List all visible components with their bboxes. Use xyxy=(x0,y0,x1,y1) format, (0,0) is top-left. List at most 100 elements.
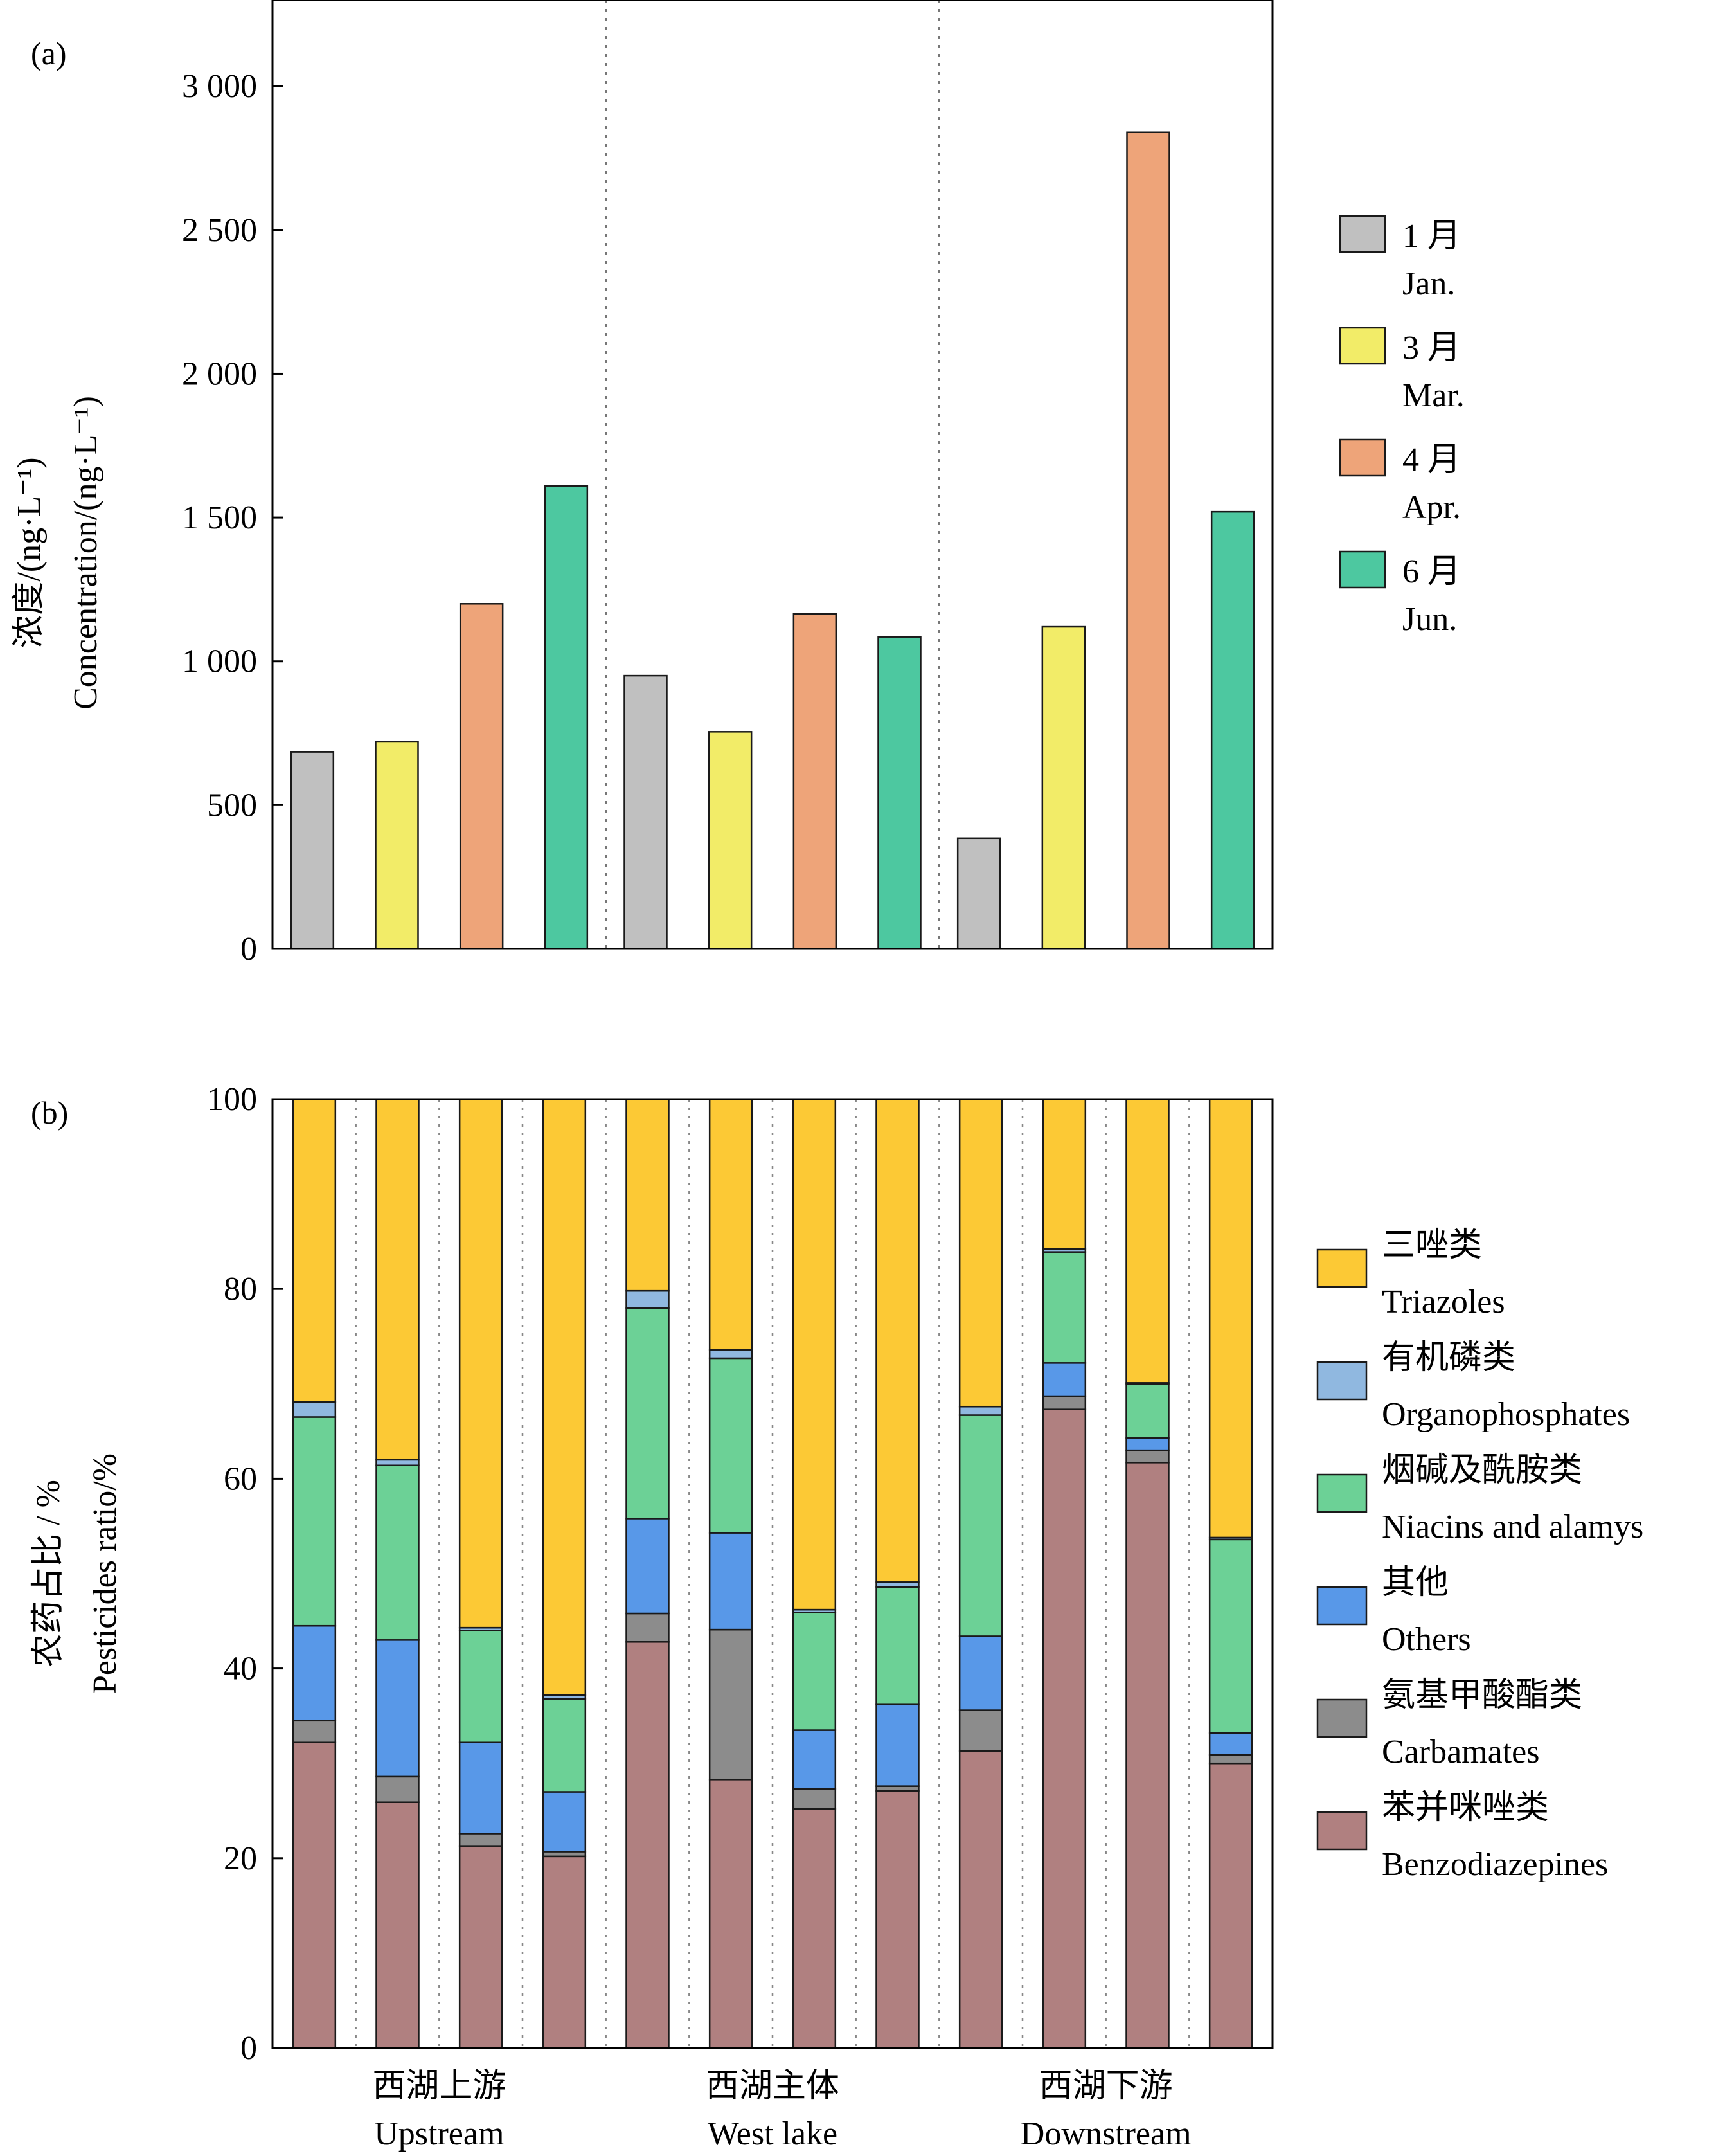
panel-b-bar-segment xyxy=(792,1729,837,1790)
panel-b-legend-label-en: Niacins and alamys xyxy=(1382,1509,1643,1545)
panel-b-bar-segment xyxy=(1042,1362,1087,1397)
panel-b-y-axis-title-en: Pesticides ratio/% xyxy=(87,1453,123,1694)
panel-b-bar-segment xyxy=(625,1289,670,1309)
panel-b-bar-segment xyxy=(1208,1762,1253,2049)
panel-b-y-axis-title-cn: 农药占比 / % xyxy=(30,1480,67,1667)
panel-b-bar-segment xyxy=(792,1788,837,1810)
panel-b-bar-segment xyxy=(958,1709,1003,1752)
panel-b-bar-segment xyxy=(458,1630,503,1743)
panel-b-bar-segment xyxy=(625,1612,670,1643)
panel-a-legend-swatch xyxy=(1339,327,1386,365)
panel-b-bar-segment xyxy=(375,1464,420,1641)
panel-b-bar-segment xyxy=(375,1459,420,1466)
panel-b-bar-segment xyxy=(708,1349,753,1360)
panel-a-concentration-chart: (a) 浓度/(ng·L⁻¹) Concentration/(ng·L⁻¹) 0… xyxy=(11,0,1465,967)
panel-b-bar-segment xyxy=(708,1098,753,1351)
panel-a-legend-label-en: Mar. xyxy=(1402,377,1465,414)
panel-a-legend-swatch xyxy=(1339,438,1386,477)
panel-b-bar-segment xyxy=(375,1801,420,2049)
panel-b-bar-segment xyxy=(1208,1754,1253,1765)
panel-b-bar-segment xyxy=(625,1098,670,1292)
panel-b-bar-segment xyxy=(708,1628,753,1781)
panel-a-y-axis-title-cn: 浓度/(ng·L⁻¹) xyxy=(11,457,48,648)
panel-b-legend-swatch xyxy=(1316,1473,1368,1513)
panel-a-bar xyxy=(375,741,419,950)
panel-b-bar-segment xyxy=(708,1357,753,1534)
panel-a-bar xyxy=(1210,510,1255,950)
panel-b-group-label-cn: 西湖下游 xyxy=(1039,2068,1173,2105)
panel-a-bar xyxy=(544,485,589,950)
panel-b-bar-segment xyxy=(1125,1098,1170,1384)
panel-a-bar xyxy=(1041,625,1086,950)
panel-b-bar-segment xyxy=(458,1833,503,1847)
panel-b-legend-swatch xyxy=(1316,1361,1368,1401)
panel-b-bar-segment xyxy=(958,1405,1003,1416)
panel-b-legend-swatch xyxy=(1316,1248,1368,1288)
panel-b-stacked-bars xyxy=(292,1098,1253,2049)
panel-b-y-tick-label: 20 xyxy=(224,1840,257,1877)
panel-a-legend-label-cn: 4 月 xyxy=(1402,442,1461,478)
panel-a-legend-label-en: Apr. xyxy=(1402,489,1461,526)
panel-b-bar-segment xyxy=(292,1416,337,1627)
panel-a-y-axis-title-en: Concentration/(ng·L⁻¹) xyxy=(67,396,104,710)
panel-b-group-label-en: Upstream xyxy=(374,2116,504,2152)
panel-a-legend-swatch xyxy=(1339,550,1386,589)
panel-b-bar-segment xyxy=(1208,1732,1253,1756)
panel-b-legend-label-cn: 其他 xyxy=(1382,1565,1449,1601)
panel-b-y-tick-label: 0 xyxy=(240,2030,257,2067)
panel-b-bar-segment xyxy=(958,1750,1003,2049)
panel-b-bar-segment xyxy=(958,1098,1003,1408)
panel-b-bar-segment xyxy=(875,1703,920,1787)
panel-b-legend-swatch xyxy=(1316,1698,1368,1738)
panel-b-bar-segment xyxy=(458,1845,503,2049)
panel-a-bar xyxy=(708,731,753,950)
panel-b-bar-segment xyxy=(625,1641,670,2049)
panel-b-bar-segment xyxy=(875,1586,920,1705)
panel-a-y-tick-label: 1 500 xyxy=(182,499,257,536)
panel-b-group-label-cn: 西湖上游 xyxy=(372,2068,506,2105)
panel-a-y-tick-label: 2 000 xyxy=(182,355,257,392)
panel-a-plot-frame xyxy=(271,0,1274,950)
panel-b-bar-segment xyxy=(1125,1462,1170,2049)
panel-b-x-axis-group-labels: 西湖上游 Upstream 西湖主体 West lake 西湖下游 Downstream xyxy=(372,2068,1191,2152)
panel-a-label: (a) xyxy=(31,35,67,71)
panel-b-bar-segment xyxy=(958,1635,1003,1711)
panel-b-bar-segment xyxy=(708,1532,753,1631)
panel-a-bar xyxy=(1126,131,1170,950)
panel-b-bar-segment xyxy=(375,1098,420,1461)
panel-b-bar-segment xyxy=(542,1791,587,1853)
panel-b-bar-segment xyxy=(292,1401,337,1418)
panel-b-label: (b) xyxy=(31,1095,68,1131)
panel-a-y-tick-label: 3 000 xyxy=(182,68,257,105)
panel-b-legend-label-en: Carbamates xyxy=(1382,1734,1539,1770)
panel-b-bar-segment xyxy=(292,1720,337,1743)
panel-a-y-tick-label: 500 xyxy=(207,787,257,823)
panel-b-bar-segment xyxy=(292,1741,337,2049)
panel-b-bar-segment xyxy=(1042,1251,1087,1364)
panel-b-legend-label-en: Others xyxy=(1382,1621,1471,1658)
panel-b-bar-segment xyxy=(792,1808,837,2049)
panel-a-bars xyxy=(290,131,1255,950)
panel-b-bar-segment xyxy=(625,1518,670,1615)
panel-b-bar-segment xyxy=(792,1098,837,1611)
panel-b-bar-segment xyxy=(708,1779,753,2049)
panel-b-bar-segment xyxy=(542,1698,587,1793)
panel-b-legend-label-en: Triazoles xyxy=(1382,1284,1505,1320)
panel-b-group-label-cn: 西湖主体 xyxy=(706,2068,839,2105)
panel-b-bar-segment xyxy=(1125,1437,1170,1451)
panel-b-y-tick-label: 40 xyxy=(224,1651,257,1687)
panel-b-y-tick-label: 60 xyxy=(224,1460,257,1497)
panel-a-y-axis: 0 500 1 000 1 500 2 000 2 500 3 000 xyxy=(182,68,283,967)
panel-b-y-tick-label: 80 xyxy=(224,1271,257,1307)
panel-a-legend-label-cn: 3 月 xyxy=(1402,330,1461,366)
panel-a-bar xyxy=(956,837,1001,950)
panel-b-legend-label-cn: 苯并咪唑类 xyxy=(1382,1790,1549,1826)
panel-b-bar-segment xyxy=(458,1098,503,1629)
panel-b-ratio-chart: (b) 农药占比 / % Pesticides ratio/% 0 20 40 60 8… xyxy=(30,1081,1643,2152)
panel-b-legend-label-en: Benzodiazepines xyxy=(1382,1846,1608,1883)
panel-b-bar-segment xyxy=(375,1639,420,1778)
panel-a-bar xyxy=(290,751,335,950)
panel-b-bar-segment xyxy=(1042,1395,1087,1410)
panel-b-bar-segment xyxy=(542,1098,587,1696)
panel-a-bar xyxy=(623,674,668,950)
